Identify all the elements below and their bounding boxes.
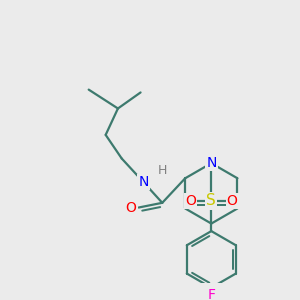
Text: H: H (158, 164, 167, 177)
Text: O: O (126, 200, 136, 214)
Text: O: O (185, 194, 196, 208)
Text: F: F (207, 288, 215, 300)
Text: O: O (226, 194, 238, 208)
Text: S: S (206, 194, 216, 208)
Text: N: N (206, 156, 217, 170)
Text: N: N (138, 175, 148, 189)
